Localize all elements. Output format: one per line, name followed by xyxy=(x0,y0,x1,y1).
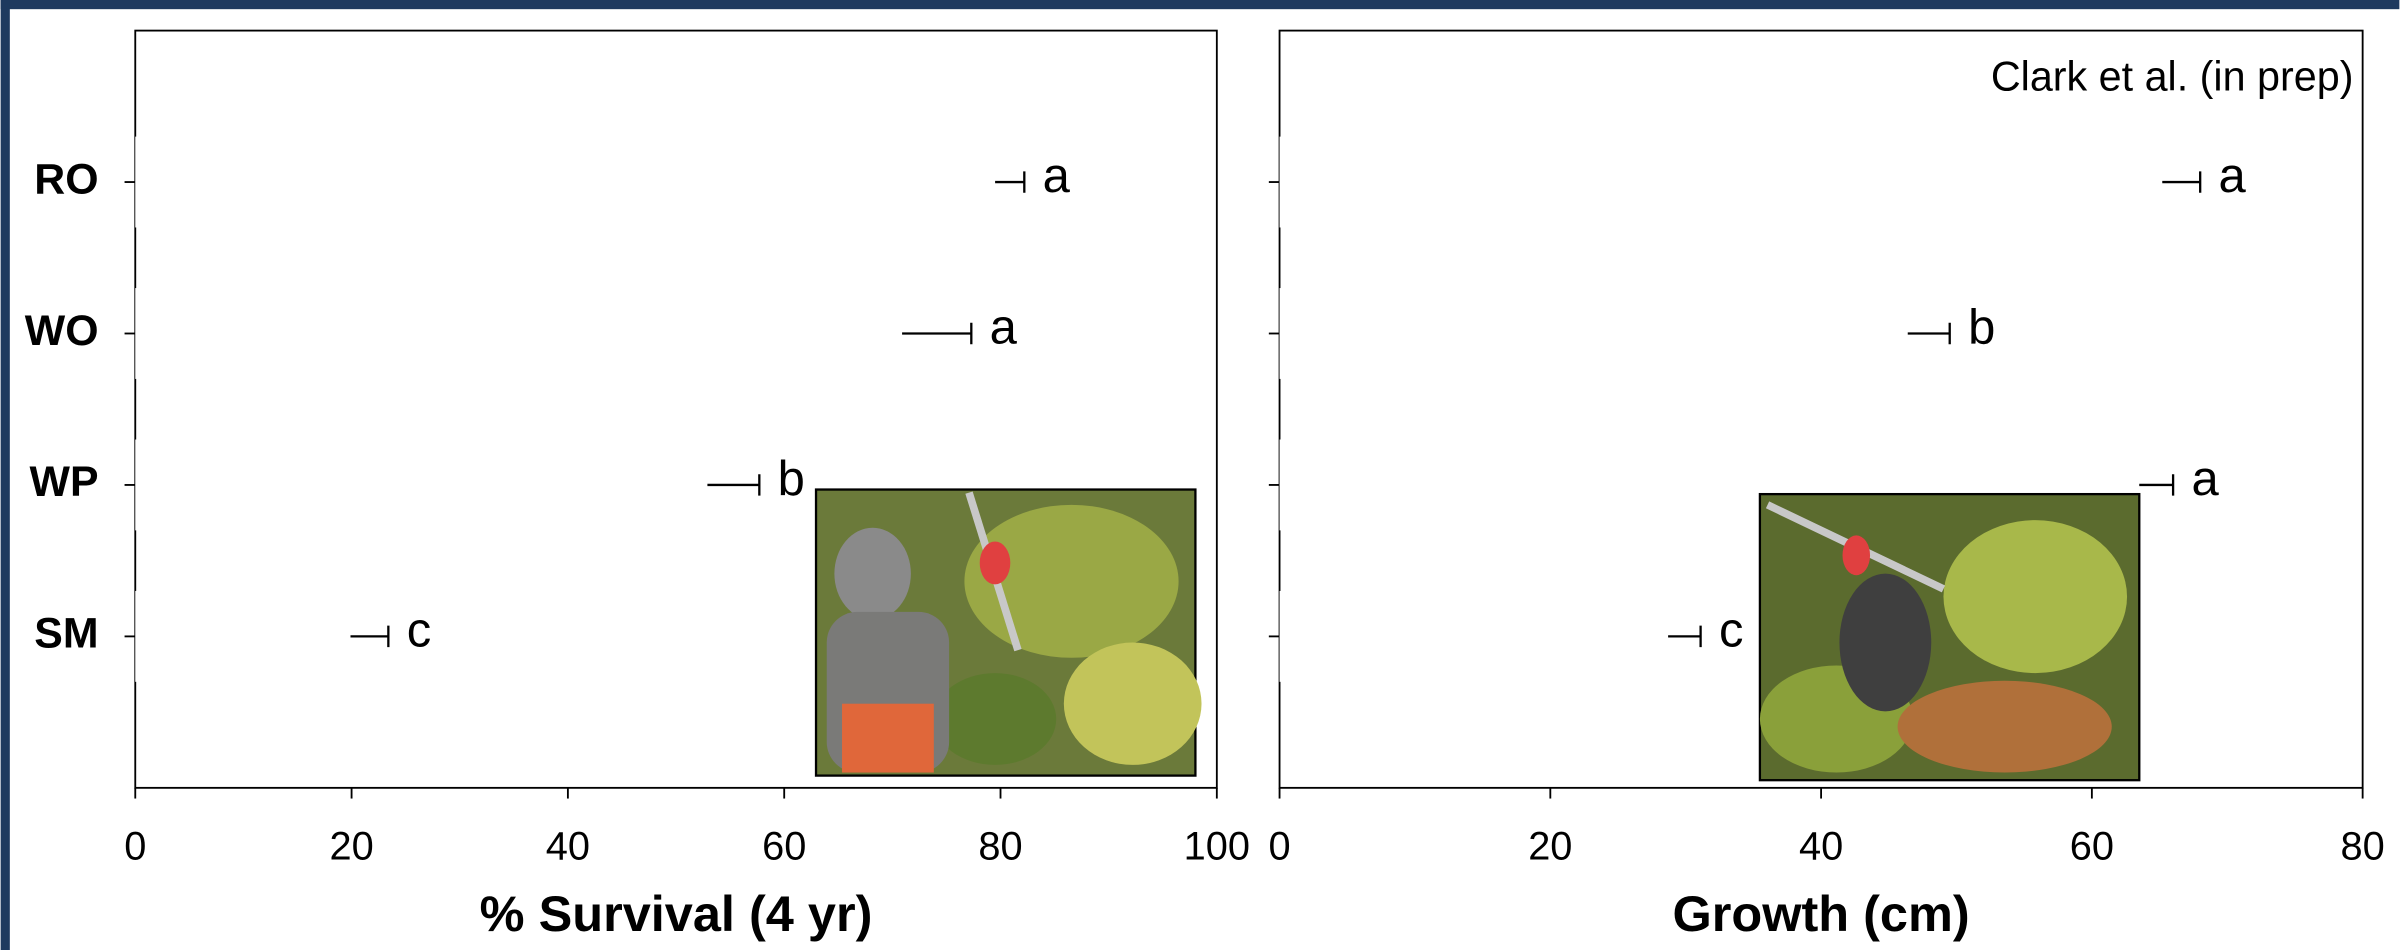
bar xyxy=(135,439,708,531)
photo xyxy=(1758,492,2141,782)
bar xyxy=(1279,590,1669,682)
y-tick-label: WP xyxy=(30,458,99,506)
error-bar xyxy=(902,322,973,345)
significance-letter: b xyxy=(778,452,805,506)
x-tick-label: 60 xyxy=(762,825,806,869)
error-bar xyxy=(2139,474,2175,496)
left-border xyxy=(0,0,10,950)
significance-letter: c xyxy=(407,603,431,657)
significance-letter: a xyxy=(990,300,1018,354)
x-tick-label: 20 xyxy=(329,825,373,869)
x-tick-label: 40 xyxy=(546,825,590,869)
y-tick-label: SM xyxy=(34,610,98,658)
x-tick-label: 60 xyxy=(2070,825,2114,869)
y-tick-label: WO xyxy=(25,307,99,355)
x-tick-label: 40 xyxy=(1799,825,1843,869)
significance-letter: c xyxy=(1719,603,1743,657)
bar xyxy=(1279,288,1908,379)
significance-letter: a xyxy=(2191,452,2219,506)
bar xyxy=(135,288,903,379)
error-bar xyxy=(2162,171,2202,193)
x-tick-label: 0 xyxy=(124,825,146,869)
error-bar xyxy=(1668,625,1702,648)
x-tick-label: 100 xyxy=(1184,825,1250,869)
x-axis-label: Growth (cm) xyxy=(1672,885,1969,942)
photo xyxy=(814,488,1202,777)
bar xyxy=(135,136,996,228)
significance-letter: b xyxy=(1968,300,1995,354)
error-bar xyxy=(707,474,761,496)
bar xyxy=(1279,136,2163,228)
annotation: Clark et al. (in prep) xyxy=(1991,53,2354,99)
plot-frame xyxy=(134,29,1218,789)
error-bar xyxy=(995,171,1026,193)
error-bar xyxy=(1907,322,1951,345)
significance-letter: a xyxy=(2219,149,2247,203)
error-bar xyxy=(350,625,390,648)
y-tick-label: RO xyxy=(34,155,98,203)
bar xyxy=(135,590,351,682)
x-tick-label: 0 xyxy=(1268,825,1290,869)
significance-letter: a xyxy=(1043,149,1071,203)
x-tick-label: 80 xyxy=(2341,825,2385,869)
x-tick-label: 80 xyxy=(978,825,1022,869)
x-axis-label: % Survival (4 yr) xyxy=(480,885,873,942)
top-border xyxy=(0,0,2400,10)
x-tick-label: 20 xyxy=(1528,825,1572,869)
